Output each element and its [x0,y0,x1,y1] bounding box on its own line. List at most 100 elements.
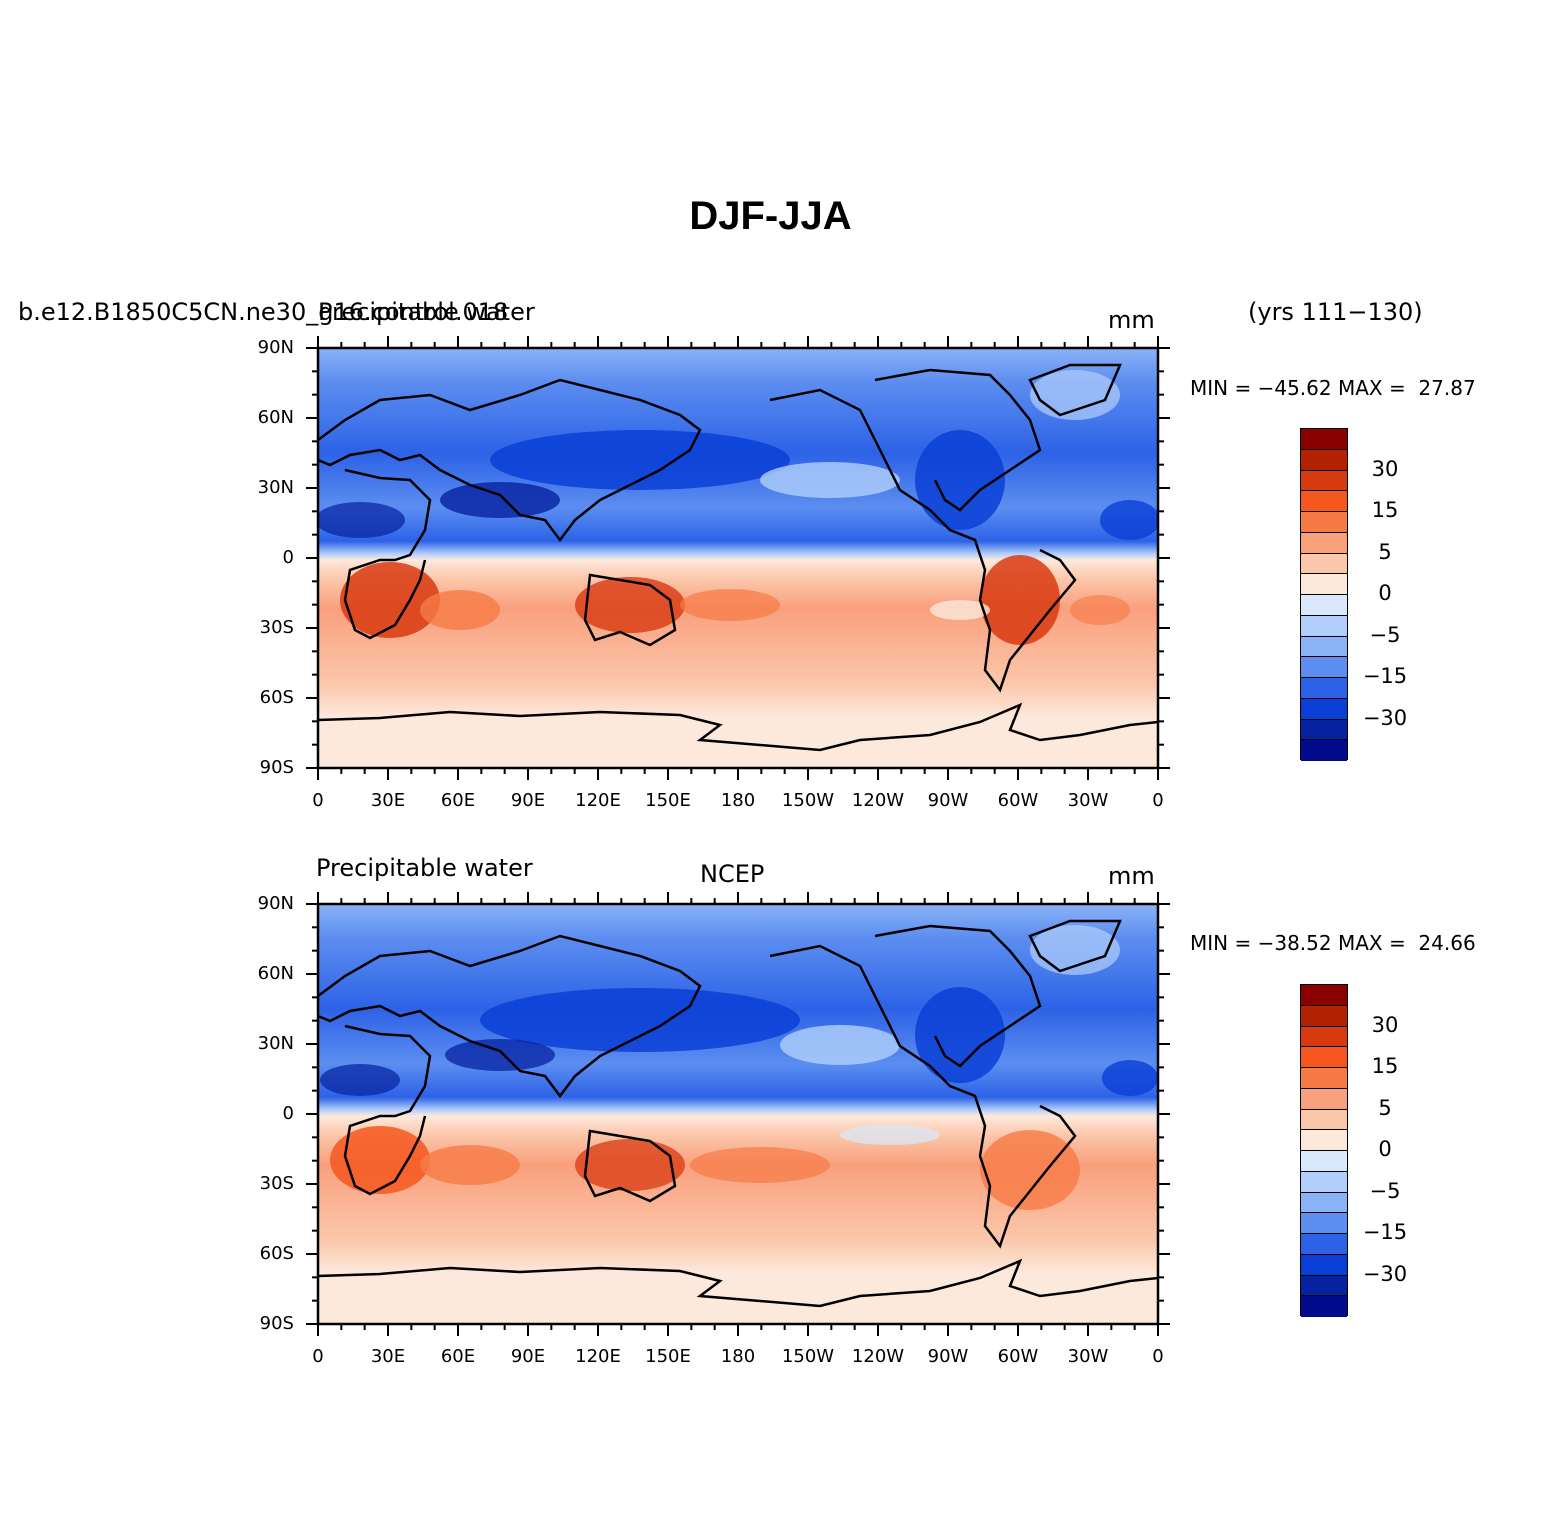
plot-frame-2 [316,902,1160,1326]
x-tick-label: 0 [312,790,324,811]
y-tick-label: 90N [257,893,294,914]
colorbar-swatch [1301,491,1347,512]
x-tick-label: 180 [720,1346,756,1367]
x-tick-label: 30W [1067,1346,1109,1367]
x-tick-label: 60W [997,790,1039,811]
colorbar-1 [1300,428,1348,761]
x-tick-label: 30W [1067,790,1109,811]
panel2-dataset-label: NCEP [700,860,765,888]
colorbar-swatch [1301,449,1347,471]
figure-title: DJF-JJA [689,194,852,238]
colorbar-label: −15 [1362,1220,1408,1244]
colorbar-label: 0 [1378,581,1392,605]
plot-frame-1 [316,346,1160,770]
y-tick-label: 60S [259,687,294,708]
x-tick-label: 60E [440,790,476,811]
colorbar-label: 15 [1371,1054,1399,1078]
x-tick-label: 0 [1152,790,1164,811]
colorbar-swatch [1301,1213,1347,1234]
colorbar-swatch [1301,698,1347,720]
colorbar-label: −30 [1362,705,1408,730]
y-tick-label: 30N [257,1033,294,1054]
x-tick-label: 30E [370,1346,406,1367]
y-tick-label: 60N [257,963,294,984]
panel1-years-label: (yrs 111−130) [1248,298,1423,326]
colorbar-swatch [1301,429,1347,450]
colorbar-label: 5 [1378,539,1392,564]
colorbar-swatch [1301,1275,1347,1297]
y-tick-label: 30N [257,477,294,498]
colorbar-swatch [1301,1005,1347,1027]
colorbar-swatch [1301,1171,1347,1193]
colorbar-swatch [1301,678,1347,699]
map-field-1 [318,348,1158,768]
colorbar-label: 0 [1378,1137,1392,1161]
colorbar-swatch [1301,1109,1347,1131]
colorbar-swatch [1301,740,1347,761]
colorbar-swatch [1301,1254,1347,1276]
colorbar-label: 15 [1371,498,1399,522]
y-tick-label: 90S [259,757,294,778]
colorbar-swatch [1301,1234,1347,1255]
x-tick-label: 90W [927,1346,969,1367]
panel1-case-label: b.e12.B1850C5CN.ne30_g16.control.018 [18,298,509,326]
x-tick-label: 60W [997,1346,1039,1367]
colorbar-swatch [1301,1130,1347,1151]
colorbar-swatch [1301,985,1347,1006]
y-tick-label: 30S [259,617,294,638]
colorbar-swatch [1301,1068,1347,1089]
y-tick-label: 90N [257,337,294,358]
x-tick-label: 0 [1152,1346,1164,1367]
panel2-min-max: MIN = −38.52 MAX = 24.66 [1190,931,1476,955]
colorbar-swatch [1301,719,1347,741]
x-tick-label: 30E [370,790,406,811]
colorbar-label: 30 [1371,1012,1399,1037]
x-tick-label: 60E [440,1346,476,1367]
colorbar-swatch [1301,512,1347,533]
x-tick-label: 150E [645,1346,691,1367]
x-tick-label: 90W [927,790,969,811]
panel2-variable-label: Precipitable water [316,854,533,882]
y-tick-label: 30S [259,1173,294,1194]
colorbar-swatch [1301,636,1347,658]
colorbar-swatch [1301,553,1347,575]
colorbar-swatch [1301,532,1347,554]
x-tick-label: 180 [720,790,756,811]
colorbar-swatch [1301,1026,1347,1048]
y-tick-label: 0 [282,1103,294,1124]
colorbar-label: −5 [1369,622,1401,647]
colorbar-label: −15 [1362,664,1408,688]
colorbar-swatch [1301,1296,1347,1317]
coastlines-2 [318,919,1158,1308]
x-tick-label: 120W [851,1346,905,1367]
x-tick-label: 120E [575,790,621,811]
x-tick-label: 90E [510,1346,546,1367]
panel2-units-label: mm [1108,862,1155,890]
coastlines-1 [318,363,1158,752]
colorbar-swatch [1301,1088,1347,1110]
colorbar-2 [1300,984,1348,1317]
x-tick-label: 120E [575,1346,621,1367]
x-tick-label: 150W [781,790,835,811]
x-tick-label: 90E [510,790,546,811]
colorbar-swatch [1301,595,1347,616]
panel1-units-label: mm [1108,306,1155,334]
colorbar-swatch [1301,615,1347,637]
x-tick-label: 120W [851,790,905,811]
colorbar-swatch [1301,1151,1347,1172]
map-field-2 [318,904,1158,1324]
y-tick-label: 0 [282,547,294,568]
colorbar-swatch [1301,1047,1347,1068]
colorbar-label: −5 [1369,1178,1401,1203]
x-tick-label: 0 [312,1346,324,1367]
colorbar-swatch [1301,1192,1347,1214]
panel1-variable-label: Precipitable water [318,298,535,326]
y-tick-label: 90S [259,1313,294,1334]
y-tick-label: 60S [259,1243,294,1264]
colorbar-swatch [1301,470,1347,492]
x-tick-label: 150W [781,1346,835,1367]
colorbar-swatch [1301,657,1347,678]
panel1-min-max: MIN = −45.62 MAX = 27.87 [1190,376,1476,400]
colorbar-swatch [1301,574,1347,595]
y-tick-label: 60N [257,407,294,428]
